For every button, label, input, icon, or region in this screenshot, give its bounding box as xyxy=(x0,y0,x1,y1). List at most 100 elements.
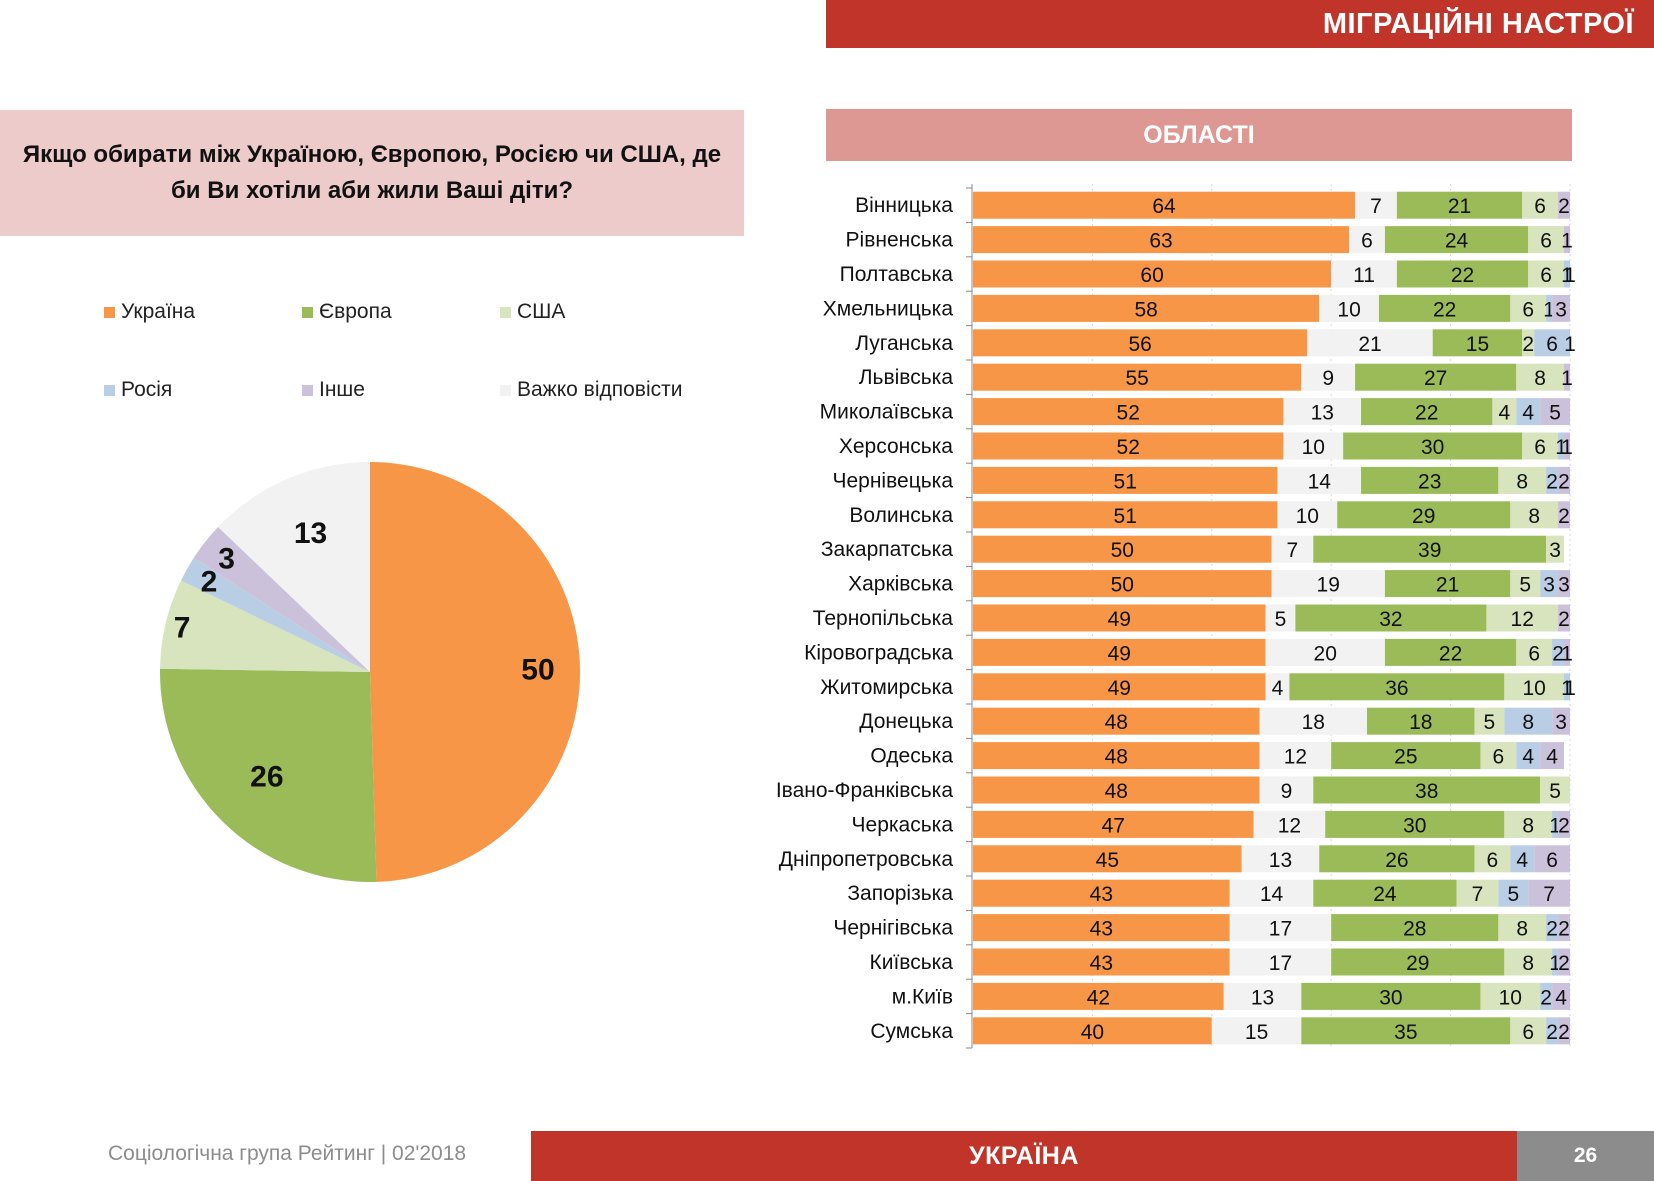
bar-data-label: 8 xyxy=(1516,470,1528,493)
bar-segment-hard-to-say xyxy=(1253,810,1326,838)
bar-segment-ukraine xyxy=(973,948,1230,976)
bar-segment-usa xyxy=(1492,398,1517,426)
bar-data-label: 43 xyxy=(1090,952,1113,975)
bar-segment-usa xyxy=(1528,260,1565,288)
bar-segment-ukraine xyxy=(973,707,1260,735)
region-label: Черкаська xyxy=(852,813,954,836)
bar-data-label: 9 xyxy=(1322,367,1334,390)
bar-segment-other xyxy=(1558,191,1570,219)
bar-data-label: 2 xyxy=(1552,642,1564,665)
bar-data-label: 48 xyxy=(1105,746,1128,769)
region-label: Херсонська xyxy=(839,435,953,458)
bar-data-label: 13 xyxy=(1269,849,1292,872)
bar-data-label: 28 xyxy=(1403,918,1426,941)
bar-data-label: 4 xyxy=(1546,746,1558,769)
bar-data-label: 2 xyxy=(1558,1021,1570,1044)
bar-segment-ukraine xyxy=(973,604,1266,632)
legend-item: Важко відповісти xyxy=(500,378,682,402)
bar-data-label: 18 xyxy=(1302,711,1325,734)
bar-data-label: 1 xyxy=(1561,642,1573,665)
bar-segment-russia xyxy=(1558,432,1565,460)
bar-segment-usa xyxy=(1510,1017,1547,1045)
bar-data-label: 23 xyxy=(1418,470,1441,493)
bar-data-label: 5 xyxy=(1275,608,1287,631)
bar-data-label: 6 xyxy=(1522,1021,1534,1044)
bar-segment-russia xyxy=(1540,570,1559,598)
pie-chart-svg: 50 26 723 13 xyxy=(160,462,581,882)
bar-segment-russia xyxy=(1552,810,1559,838)
bar-data-label: 21 xyxy=(1436,574,1459,597)
bar-segment-ukraine xyxy=(973,191,1356,219)
bar-data-label: 38 xyxy=(1415,780,1438,803)
bar-segment-usa xyxy=(1516,363,1565,391)
bar-segment-usa xyxy=(1498,914,1547,942)
bar-data-label: 36 xyxy=(1385,677,1408,700)
bar-segment-usa xyxy=(1510,294,1547,322)
bar-segment-europe xyxy=(1396,260,1529,288)
bar-segment-europe xyxy=(1378,294,1511,322)
bar-segment-ukraine xyxy=(973,501,1278,529)
bar-segment-other xyxy=(1558,570,1570,598)
bar-segment-usa xyxy=(1480,982,1541,1010)
bar-data-label: 22 xyxy=(1439,642,1462,665)
bar-data-label: 8 xyxy=(1522,814,1534,837)
bar-segment-ukraine xyxy=(973,294,1320,322)
bar-segment-europe xyxy=(1384,570,1511,598)
question-box: Якщо обирати між Україною, Європою, Росі… xyxy=(0,110,744,236)
bar-segment-other xyxy=(1552,982,1570,1010)
bar-data-label: 4 xyxy=(1522,402,1534,425)
bar-segment-other xyxy=(1558,1017,1570,1045)
bar-segment-russia xyxy=(1564,673,1570,701)
bar-data-label: 11 xyxy=(1353,264,1375,287)
bar-segment-other xyxy=(1558,466,1570,494)
bar-data-label: 49 xyxy=(1108,642,1131,665)
bar-segment-hard-to-say xyxy=(1271,570,1385,598)
question-text: Якщо обирати між Україною, Європою, Росі… xyxy=(22,141,722,204)
bar-data-label: 6 xyxy=(1546,333,1558,356)
bar-data-label: 19 xyxy=(1317,574,1340,597)
bar-data-label: 10 xyxy=(1499,986,1522,1009)
bar-segment-other xyxy=(1540,742,1565,770)
bar-segment-ukraine xyxy=(973,466,1278,494)
bar-segment-europe xyxy=(1313,879,1457,907)
bar-segment-europe xyxy=(1325,810,1505,838)
region-label: Полтавська xyxy=(840,263,954,286)
bar-data-label: 30 xyxy=(1421,436,1444,459)
bar-segment-usa xyxy=(1528,226,1565,254)
bar-segment-europe xyxy=(1319,845,1475,873)
bar-data-label: 1 xyxy=(1561,436,1573,459)
bar-segment-other xyxy=(1534,845,1570,873)
pie-data-label: 13 xyxy=(294,517,327,550)
bar-data-label: 45 xyxy=(1096,849,1119,872)
bar-data-label: 10 xyxy=(1302,436,1325,459)
region-label: м.Київ xyxy=(892,985,953,1008)
bar-data-label: 48 xyxy=(1105,780,1128,803)
bar-segment-europe xyxy=(1355,363,1517,391)
pie-slice-usa xyxy=(160,580,370,672)
bar-data-label: 6 xyxy=(1361,230,1373,253)
bar-data-label: 2 xyxy=(1558,470,1570,493)
bar-segment-europe xyxy=(1361,466,1499,494)
bar-data-label: 17 xyxy=(1269,918,1292,941)
bar-data-label: 52 xyxy=(1117,402,1140,425)
bar-data-label: 21 xyxy=(1448,195,1471,218)
bar-data-label: 51 xyxy=(1114,505,1137,528)
bar-data-label: 6 xyxy=(1540,264,1552,287)
legend-swatch xyxy=(302,306,313,318)
pie-data-label: 7 xyxy=(174,611,191,644)
stacked-bar-chart: Вінницька 64 7 21 6 2 Рівненська 63 6 24 6 1 Полтавс… xyxy=(740,180,1580,1060)
bar-segment-hard-to-say xyxy=(1307,329,1433,357)
region-label: Житомирська xyxy=(820,676,953,699)
bar-data-label: 3 xyxy=(1543,574,1555,597)
bar-segment-hard-to-say xyxy=(1319,294,1379,322)
bar-segment-hard-to-say xyxy=(1229,948,1332,976)
legend-swatch xyxy=(500,306,511,318)
bar-data-label: 56 xyxy=(1128,333,1151,356)
bar-segment-russia xyxy=(1546,294,1553,322)
bar-data-label: 8 xyxy=(1522,711,1534,734)
bar-data-label: 63 xyxy=(1149,230,1172,253)
bar-data-label: 35 xyxy=(1394,1021,1417,1044)
bar-segment-hard-to-say xyxy=(1277,501,1338,529)
bar-data-label: 1 xyxy=(1561,264,1573,287)
